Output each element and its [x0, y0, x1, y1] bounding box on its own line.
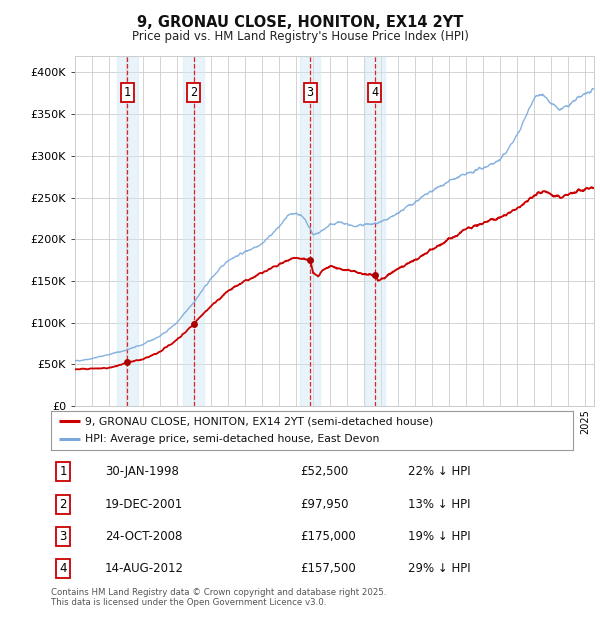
- Text: £97,950: £97,950: [300, 498, 349, 510]
- Text: 19% ↓ HPI: 19% ↓ HPI: [408, 530, 470, 542]
- Text: 1: 1: [59, 466, 67, 478]
- Text: 1: 1: [124, 86, 131, 99]
- Text: 19-DEC-2001: 19-DEC-2001: [105, 498, 183, 510]
- Text: 9, GRONAU CLOSE, HONITON, EX14 2YT: 9, GRONAU CLOSE, HONITON, EX14 2YT: [137, 15, 463, 30]
- Text: 2: 2: [190, 86, 197, 99]
- Text: 2: 2: [59, 498, 67, 510]
- Text: 4: 4: [59, 562, 67, 575]
- Text: £52,500: £52,500: [300, 466, 348, 478]
- Bar: [365, 56, 385, 406]
- Bar: [117, 56, 137, 406]
- Text: 30-JAN-1998: 30-JAN-1998: [105, 466, 179, 478]
- Text: 4: 4: [371, 86, 379, 99]
- Text: £157,500: £157,500: [300, 562, 356, 575]
- Text: £175,000: £175,000: [300, 530, 356, 542]
- Text: HPI: Average price, semi-detached house, East Devon: HPI: Average price, semi-detached house,…: [85, 434, 379, 444]
- Text: 3: 3: [307, 86, 314, 99]
- Text: 29% ↓ HPI: 29% ↓ HPI: [408, 562, 470, 575]
- Bar: [184, 56, 204, 406]
- Text: 13% ↓ HPI: 13% ↓ HPI: [408, 498, 470, 510]
- Text: Price paid vs. HM Land Registry's House Price Index (HPI): Price paid vs. HM Land Registry's House …: [131, 30, 469, 43]
- Text: Contains HM Land Registry data © Crown copyright and database right 2025.
This d: Contains HM Land Registry data © Crown c…: [51, 588, 386, 607]
- Text: 22% ↓ HPI: 22% ↓ HPI: [408, 466, 470, 478]
- Text: 24-OCT-2008: 24-OCT-2008: [105, 530, 182, 542]
- Text: 9, GRONAU CLOSE, HONITON, EX14 2YT (semi-detached house): 9, GRONAU CLOSE, HONITON, EX14 2YT (semi…: [85, 417, 433, 427]
- Text: 14-AUG-2012: 14-AUG-2012: [105, 562, 184, 575]
- Bar: [300, 56, 320, 406]
- Text: 3: 3: [59, 530, 67, 542]
